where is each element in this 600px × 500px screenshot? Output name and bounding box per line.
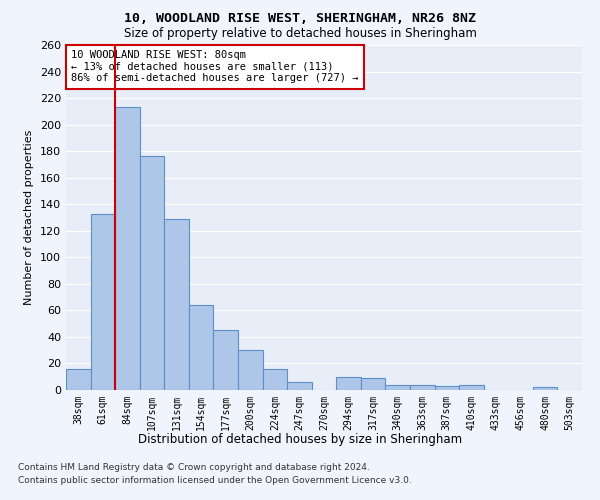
Bar: [533, 388, 557, 390]
Bar: [164, 219, 189, 390]
Y-axis label: Number of detached properties: Number of detached properties: [25, 130, 34, 305]
Bar: [238, 350, 263, 390]
Bar: [459, 384, 484, 390]
Text: Contains HM Land Registry data © Crown copyright and database right 2024.: Contains HM Land Registry data © Crown c…: [18, 464, 370, 472]
Bar: [336, 376, 361, 390]
Text: 10 WOODLAND RISE WEST: 80sqm
← 13% of detached houses are smaller (113)
86% of s: 10 WOODLAND RISE WEST: 80sqm ← 13% of de…: [71, 50, 359, 84]
Bar: [287, 382, 312, 390]
Bar: [115, 108, 140, 390]
Bar: [214, 330, 238, 390]
Bar: [66, 369, 91, 390]
Bar: [91, 214, 115, 390]
Bar: [263, 369, 287, 390]
Bar: [410, 384, 434, 390]
Bar: [140, 156, 164, 390]
Bar: [434, 386, 459, 390]
Bar: [361, 378, 385, 390]
Bar: [385, 384, 410, 390]
Text: 10, WOODLAND RISE WEST, SHERINGHAM, NR26 8NZ: 10, WOODLAND RISE WEST, SHERINGHAM, NR26…: [124, 12, 476, 26]
Bar: [189, 305, 214, 390]
Text: Distribution of detached houses by size in Sheringham: Distribution of detached houses by size …: [138, 432, 462, 446]
Text: Size of property relative to detached houses in Sheringham: Size of property relative to detached ho…: [124, 28, 476, 40]
Text: Contains public sector information licensed under the Open Government Licence v3: Contains public sector information licen…: [18, 476, 412, 485]
